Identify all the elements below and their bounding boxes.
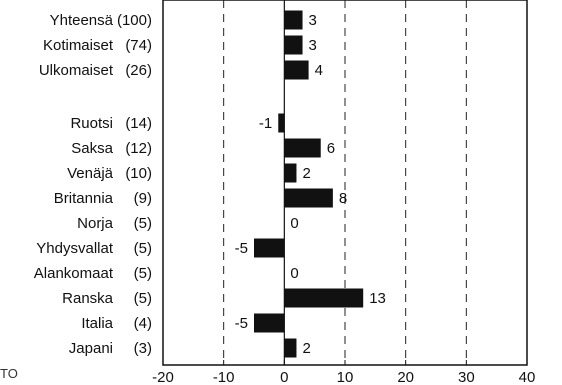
bar [284,10,303,30]
category-label: Venäjä [67,165,114,182]
gridlines [223,0,467,365]
category-label: Kotimaiset [43,37,114,54]
category-count: (10) [125,165,152,182]
x-axis-ticks: -20 -10 0 10 20 30 40 [152,360,535,385]
corner-text: TO [0,366,18,381]
category-count: (5) [134,215,152,232]
category-count: (5) [134,290,152,307]
data-label: 2 [302,165,310,182]
category-count: (100) [117,12,152,29]
category-label: Britannia [54,190,114,207]
category-label: Norja [77,215,114,232]
tick-label: -10 [213,369,235,385]
data-label: 0 [290,265,298,282]
category-count: (26) [125,62,152,79]
data-label: -5 [235,240,248,257]
category-label: Yhteensä [50,12,114,29]
category-count: (5) [134,265,152,282]
bar [254,238,285,258]
data-label: 4 [315,62,323,79]
tick-label: 0 [280,369,288,385]
bar [284,338,297,358]
bar [284,138,321,158]
bar [278,113,285,133]
data-label: -1 [259,115,272,132]
category-label: Saksa [71,140,113,157]
tick-label: 40 [519,369,536,385]
tick-label: 10 [337,369,354,385]
bar [284,188,333,208]
category-count: (5) [134,240,152,257]
data-label: 6 [327,140,335,157]
category-count: (3) [134,340,152,357]
data-label: 3 [309,12,317,29]
category-label: Ulkomaiset [39,62,114,79]
category-count: (9) [134,190,152,207]
category-label: Ruotsi [70,115,113,132]
category-count: (74) [125,37,152,54]
bars [254,10,364,358]
data-label: 8 [339,190,347,207]
category-count: (14) [125,115,152,132]
category-label: Ranska [62,290,114,307]
tick-label: 20 [397,369,414,385]
data-label: 3 [309,37,317,54]
category-count: (4) [134,315,152,332]
bar [284,35,303,55]
category-label: Japani [69,340,113,357]
category-labels: Yhteensä (100)Kotimaiset (74) Ulkomaiset (26… [34,12,152,357]
category-count: (12) [125,140,152,157]
bar [284,163,297,183]
data-label: 0 [290,215,298,232]
tick-label: 30 [458,369,475,385]
data-label: 13 [369,290,386,307]
bar [284,60,309,80]
data-label: -5 [235,315,248,332]
data-label: 2 [302,340,310,357]
bar [284,288,364,308]
category-label: Alankomaat [34,265,114,282]
tick-label: -20 [152,369,174,385]
category-label: Yhdysvallat [36,240,114,257]
bar [254,313,285,333]
category-label: Italia [81,315,113,332]
